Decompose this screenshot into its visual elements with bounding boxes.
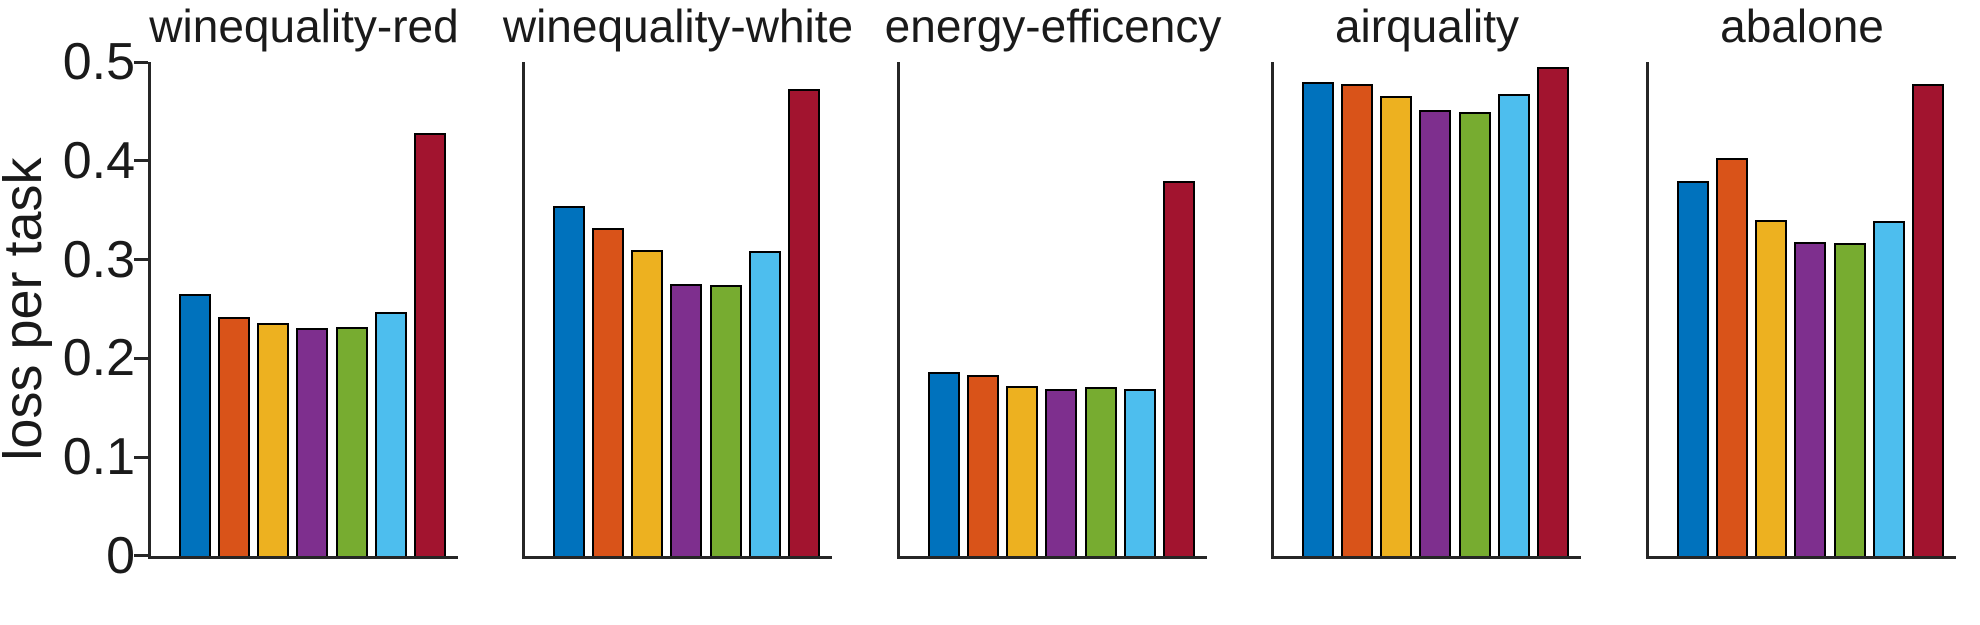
bar-series-1 (552, 206, 585, 556)
y-tick-mark (134, 455, 148, 459)
bar-series-6 (1498, 94, 1530, 556)
bar-series-6 (1124, 389, 1156, 556)
y-tick-mark (134, 553, 148, 557)
subplot-title: winequality-white (502, 0, 854, 52)
bar-series-2 (217, 317, 250, 556)
bar-series-6 (1873, 221, 1905, 556)
bar-series-7 (414, 133, 447, 556)
y-tick-mark (134, 159, 148, 163)
subplot-title: airquality (1334, 0, 1520, 52)
subplot-title: winequality-red (149, 0, 459, 52)
subplot-axes (134, 60, 458, 559)
bar-series-2 (1715, 158, 1748, 556)
bar-series-3 (257, 323, 290, 556)
bar-series-1 (1676, 181, 1709, 556)
bar-series-7 (1163, 181, 1196, 556)
y-tick-label: 0.2 (62, 329, 135, 388)
y-tick-label: 0 (106, 527, 135, 585)
subplot-title: energy-efficency (884, 0, 1222, 52)
bar-series-6 (375, 312, 407, 556)
bar-series-7 (788, 89, 821, 556)
bar-series-1 (178, 294, 211, 556)
bar-series-4 (296, 328, 329, 556)
subplot-axes (1646, 62, 1956, 559)
subplot-axes (522, 62, 832, 559)
bar-series-3 (1006, 386, 1039, 556)
y-tick-mark (134, 60, 148, 64)
subplot-title: abalone (1720, 0, 1884, 52)
bar-series-4 (1045, 389, 1078, 556)
bar-series-2 (1340, 84, 1373, 556)
bar-series-4 (1794, 242, 1827, 556)
subplot-axes (1271, 62, 1581, 559)
bar-series-5 (709, 285, 742, 556)
bar-series-1 (1301, 82, 1334, 556)
y-tick-mark (134, 258, 148, 262)
y-tick-label: 0.4 (62, 131, 135, 190)
bar-series-3 (631, 250, 664, 556)
bar-series-3 (1380, 96, 1413, 556)
bar-series-7 (1912, 84, 1945, 556)
bar-series-1 (927, 372, 960, 556)
bar-series-2 (591, 228, 624, 556)
bar-series-6 (749, 251, 781, 556)
y-tick-mark (134, 356, 148, 360)
bar-series-4 (1419, 110, 1452, 556)
bar-series-2 (966, 375, 999, 556)
bar-series-7 (1537, 67, 1570, 556)
bar-series-4 (670, 284, 703, 556)
y-axis-label: loss per task (0, 157, 53, 461)
bar-series-5 (1084, 387, 1117, 556)
bar-series-3 (1755, 220, 1788, 556)
y-tick-label: 0.5 (62, 33, 135, 91)
bar-series-5 (1833, 243, 1866, 556)
subplot-axes (897, 62, 1207, 559)
y-tick-label: 0.1 (62, 428, 135, 487)
y-tick-label: 0.3 (62, 230, 135, 289)
bar-series-5 (1458, 112, 1491, 556)
bar-series-5 (335, 327, 368, 556)
